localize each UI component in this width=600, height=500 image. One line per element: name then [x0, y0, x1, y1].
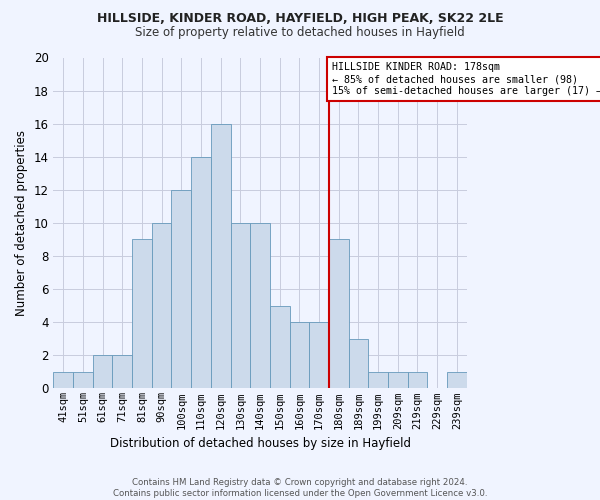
Bar: [250, 223, 270, 388]
X-axis label: Distribution of detached houses by size in Hayfield: Distribution of detached houses by size …: [110, 437, 410, 450]
Bar: [447, 372, 467, 388]
Bar: [230, 223, 250, 388]
Bar: [112, 356, 132, 388]
Text: HILLSIDE, KINDER ROAD, HAYFIELD, HIGH PEAK, SK22 2LE: HILLSIDE, KINDER ROAD, HAYFIELD, HIGH PE…: [97, 12, 503, 26]
Text: HILLSIDE KINDER ROAD: 178sqm
← 85% of detached houses are smaller (98)
15% of se: HILLSIDE KINDER ROAD: 178sqm ← 85% of de…: [332, 62, 600, 96]
Bar: [309, 322, 329, 388]
Bar: [349, 339, 368, 388]
Bar: [191, 157, 211, 388]
Y-axis label: Number of detached properties: Number of detached properties: [15, 130, 28, 316]
Bar: [152, 223, 172, 388]
Bar: [73, 372, 93, 388]
Bar: [53, 372, 73, 388]
Bar: [172, 190, 191, 388]
Bar: [211, 124, 230, 388]
Bar: [93, 356, 112, 388]
Bar: [290, 322, 309, 388]
Bar: [132, 240, 152, 388]
Bar: [407, 372, 427, 388]
Bar: [270, 306, 290, 388]
Bar: [368, 372, 388, 388]
Text: Contains HM Land Registry data © Crown copyright and database right 2024.
Contai: Contains HM Land Registry data © Crown c…: [113, 478, 487, 498]
Bar: [388, 372, 407, 388]
Bar: [329, 240, 349, 388]
Text: Size of property relative to detached houses in Hayfield: Size of property relative to detached ho…: [135, 26, 465, 39]
